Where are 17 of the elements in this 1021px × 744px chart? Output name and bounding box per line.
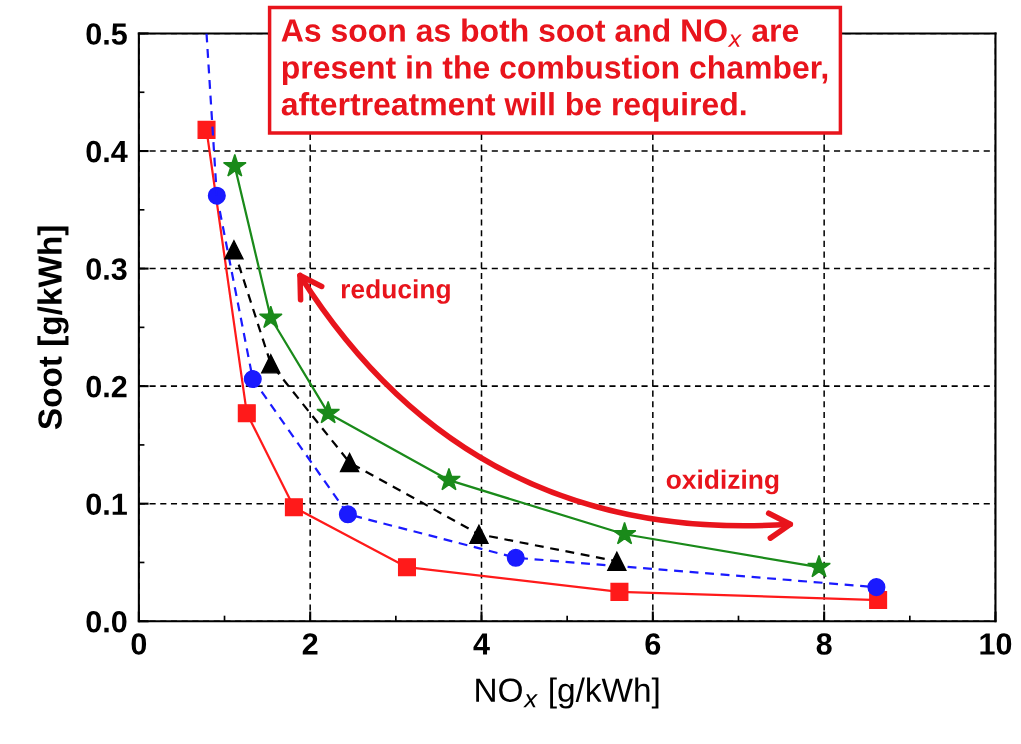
annotation: oxidizing [666,469,779,495]
y-tick-label: 0.5 [86,23,127,45]
y-tick-label: 0.0 [86,610,127,633]
annotation: As soon as both soot and NO$_{x}$ are present in the combustion chamber, aftertreatment will be required. [281,18,828,122]
x-tick-label: 0 [131,633,147,655]
annotation: reducing [341,279,450,304]
x-tick-label: 4 [473,633,490,655]
y-tick-label: 0.3 [86,258,127,280]
x-tick-label: 6 [645,633,661,655]
x-tick-label: 2 [302,633,318,655]
y-axis-title: Soot [g/kWh] [37,226,69,430]
y-tick-label: 0.2 [86,375,127,398]
y-tick-label: 0.4 [86,140,128,163]
x-axis-title: NO$_{x}$ [g/kWh] [476,677,659,709]
x-tick-label: 8 [816,633,832,655]
x-tick-label: 10 [980,633,1012,655]
y-tick-label: 0.1 [86,493,127,516]
